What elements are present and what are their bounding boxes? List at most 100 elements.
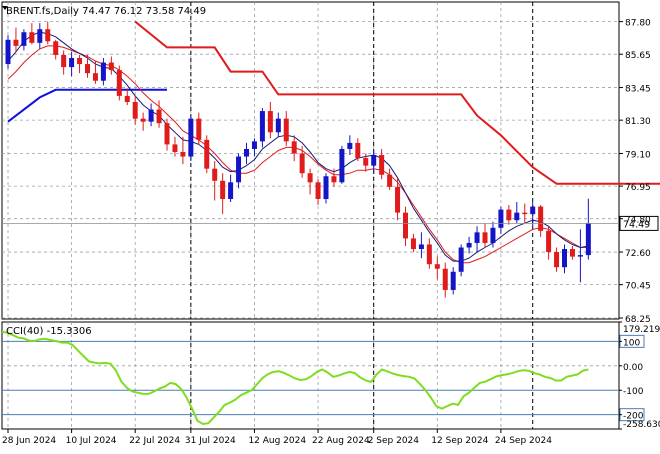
candle-body [100,62,106,81]
candle [100,57,106,86]
candle [85,54,90,78]
candle [506,205,512,225]
candle [259,108,265,148]
header-dropdown-icon[interactable] [2,6,8,10]
price-tick-label: 72.60 [625,249,651,259]
cci-series-line [1,330,589,426]
candle [395,177,401,221]
candle-body [77,57,83,65]
candle [442,262,448,298]
candle [45,21,51,45]
candle [77,54,83,74]
cci-axis: 179.2196 100 0.00 -100 -200-258.630 [619,321,660,430]
candle-body [251,141,257,149]
candle-body [514,212,520,221]
candle-body [569,249,575,257]
candle-body [108,62,114,71]
candle-body [403,212,408,239]
time-tick-label: 12 Sep 2024 [431,436,488,446]
candle-body [466,242,472,248]
candle-body [458,247,464,272]
current-price-label: 74.49 [623,219,650,230]
candle-body [92,73,98,81]
candle-body [442,268,448,290]
candle-body [124,95,130,102]
candle-body [283,118,289,142]
candle [403,206,408,246]
candle-body [490,227,496,243]
candle [164,118,170,151]
candle-body [291,141,297,154]
candle [569,245,575,260]
price-axis: 87.80 85.65 83.45 81.30 79.10 76.95 74.80 72.60… [619,19,651,325]
candle-body [164,123,170,145]
cci-tick-label: -100 [623,387,644,397]
candle [355,138,361,162]
time-tick-label: 22 Aug 2024 [312,436,370,446]
candle [339,145,345,184]
candle-body [379,155,385,175]
time-axis: 28 Jun 2024 10 Jul 2024 22 Jul 2024 31 Jul … [2,429,552,446]
candle [323,173,329,204]
channel-lower-line [7,88,167,123]
candle-body [85,64,90,74]
candle-body [450,271,456,290]
price-tick-label: 81.30 [625,117,651,127]
candle-body [29,32,35,43]
candle-body [132,101,138,119]
time-tick-label: 12 Aug 2024 [248,436,306,446]
candle-body [538,206,544,231]
candle [299,145,305,178]
candle [347,135,353,156]
price-channel [7,20,660,185]
candle [434,256,440,280]
candle [490,221,496,248]
candle [530,202,536,227]
time-tick-label: 31 Jul 2024 [185,436,236,446]
cci-line [1,330,589,426]
time-tick-label: 10 Jul 2024 [66,436,117,446]
candle-body [156,109,162,124]
candle-body [387,174,393,187]
candle-body [347,142,353,149]
candle-body [140,118,146,122]
candle-body [530,206,536,215]
candle [132,95,138,125]
candle-body [371,155,377,166]
candle-body [212,168,218,181]
price-tick-label: 76.95 [625,183,651,193]
candle [577,229,583,283]
candle [180,136,186,165]
candle-body [21,32,27,46]
candle [363,153,369,172]
candle-body [69,57,75,68]
candle [148,103,154,127]
candle [13,27,19,52]
candle-body [244,148,249,157]
time-tick-label: 2 Sep 2024 [368,436,420,446]
candle [387,168,393,190]
candle [244,142,249,165]
time-tick-label: 28 Jun 2024 [2,436,56,446]
candle [140,112,146,131]
cci-panel[interactable]: CCI(40) -15.3306 [1,321,620,430]
candle-body [363,158,369,166]
candle [204,135,210,174]
candle [116,65,122,101]
candle [371,150,377,174]
candle [307,168,313,195]
channel-upper-line [134,20,660,185]
price-panel[interactable]: 74.49 BRENT.fs,Daily 74.47 76.12 73.58 7… [1,1,660,320]
candle-body [395,186,401,213]
candle [291,135,297,162]
candle-body [172,144,178,152]
candle-body [259,111,265,142]
candle [498,206,504,234]
candle [236,153,242,189]
candle [410,233,416,253]
candle [546,226,552,260]
candle [156,100,162,128]
candle [315,179,321,206]
candle-body [498,209,504,228]
